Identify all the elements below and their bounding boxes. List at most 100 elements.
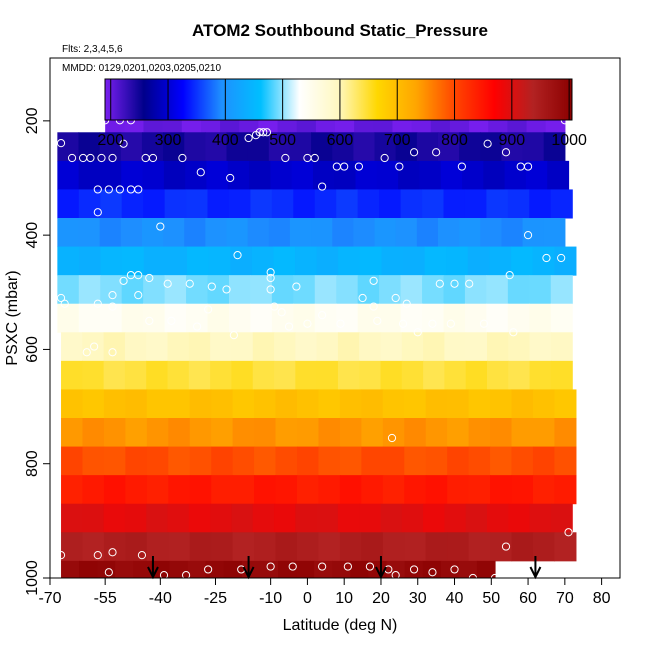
heatmap-cell [459,132,481,162]
heatmap-cell [167,503,190,533]
data-point [67,153,77,163]
x-tick-label: -55 [94,590,117,607]
data-point [56,551,66,560]
heatmap-cell [489,246,512,276]
heatmap-cell [382,446,405,476]
heatmap-cell [252,360,275,390]
heatmap-cell [168,389,191,419]
heatmap-cell [508,360,531,390]
heatmap-cell [82,475,105,505]
heatmap-cell [167,360,190,390]
heatmap-cell [275,389,298,419]
y-tick-label: 400 [24,222,41,249]
heatmap-cell [467,246,491,276]
heatmap-cell [543,132,566,162]
heatmap-cell [380,332,403,362]
data-point [413,328,422,337]
heatmap-cell [146,332,169,362]
heatmap-cell [382,389,405,419]
heatmap-cell [185,160,208,190]
heatmap-cell [361,446,384,476]
heatmap-cell [61,503,83,533]
x-tick-label: -25 [204,590,227,607]
heatmap-cell [143,303,166,333]
heatmap-cell [425,389,448,419]
heatmap-cell [380,503,403,533]
data-point [86,153,95,163]
heatmap-cell [443,275,466,305]
heatmap-cell [447,475,470,505]
heatmap-cell [447,418,470,448]
heatmap-cell [254,532,277,562]
data-point [60,299,69,308]
heatmap-cell [189,532,212,562]
heatmap-cell [250,303,273,333]
heatmap-cell [382,532,405,562]
heatmap-cell [100,246,123,276]
heatmap-cell [532,446,556,476]
heatmap-cell [550,189,573,219]
heatmap-cell [61,418,84,448]
heatmap-cell [312,160,335,190]
data-point [226,173,235,183]
colorbar-tick-label: 700 [384,132,411,149]
heatmap-cell [336,275,359,305]
heatmap-cell [423,332,446,362]
heatmap-cell [227,160,250,190]
data-point [108,302,117,311]
heatmap-cell [146,475,169,505]
heatmap-cell [103,532,126,562]
heatmap-cell [501,218,524,248]
x-tick-label: -40 [149,590,172,607]
heatmap-cell [468,532,491,562]
heatmap-cell [103,360,126,390]
heatmap-cell [252,332,275,362]
data-point [557,253,566,263]
data-point [542,253,551,263]
heatmap-cell [78,160,101,190]
heatmap-cell [163,160,186,190]
heatmap-cell [422,275,445,305]
heatmap-cell [188,360,211,390]
data-point [266,562,275,571]
heatmap-cell [82,418,105,448]
heatmap-cell [507,189,530,219]
data-point [108,291,117,300]
heatmap-cell [379,189,402,219]
heatmap-cell [122,246,145,276]
heatmap-cell [444,332,467,362]
flight-arrow-head [529,566,542,580]
heatmap-cell [278,560,297,578]
heatmap-cell [78,303,101,333]
dates-note: MMDD: 0129,0201,0203,0205,0210 [62,63,221,74]
heatmap-cell [490,446,513,476]
heatmap-cell [187,560,207,578]
heatmap-cell [357,303,380,333]
heatmap-cell [57,275,80,305]
heatmap-cell [121,303,144,333]
y-tick-label: 200 [24,107,41,134]
heatmap-cell [188,332,211,362]
heatmap-cell [462,160,484,190]
heatmap-cell [142,160,165,190]
data-point [178,153,187,163]
heatmap-cell [211,389,234,419]
data-point [402,299,411,308]
data-point [196,168,205,177]
heatmap-cell [401,503,424,533]
heatmap-cell [337,503,360,533]
heatmap-cell [511,418,534,448]
data-point [93,299,102,308]
heatmap-cell [163,218,185,248]
heatmap-cell [465,332,488,362]
x-tick-label: 20 [372,590,390,607]
data-point [380,153,389,163]
heatmap-cell [82,389,105,419]
colorbar-frame [104,78,573,121]
heatmap-cell [339,418,362,448]
data-point [104,568,113,577]
heatmap-cell [318,532,341,562]
heatmap-cell [339,446,362,476]
data-point [523,231,533,240]
heatmap-cell [446,246,469,276]
